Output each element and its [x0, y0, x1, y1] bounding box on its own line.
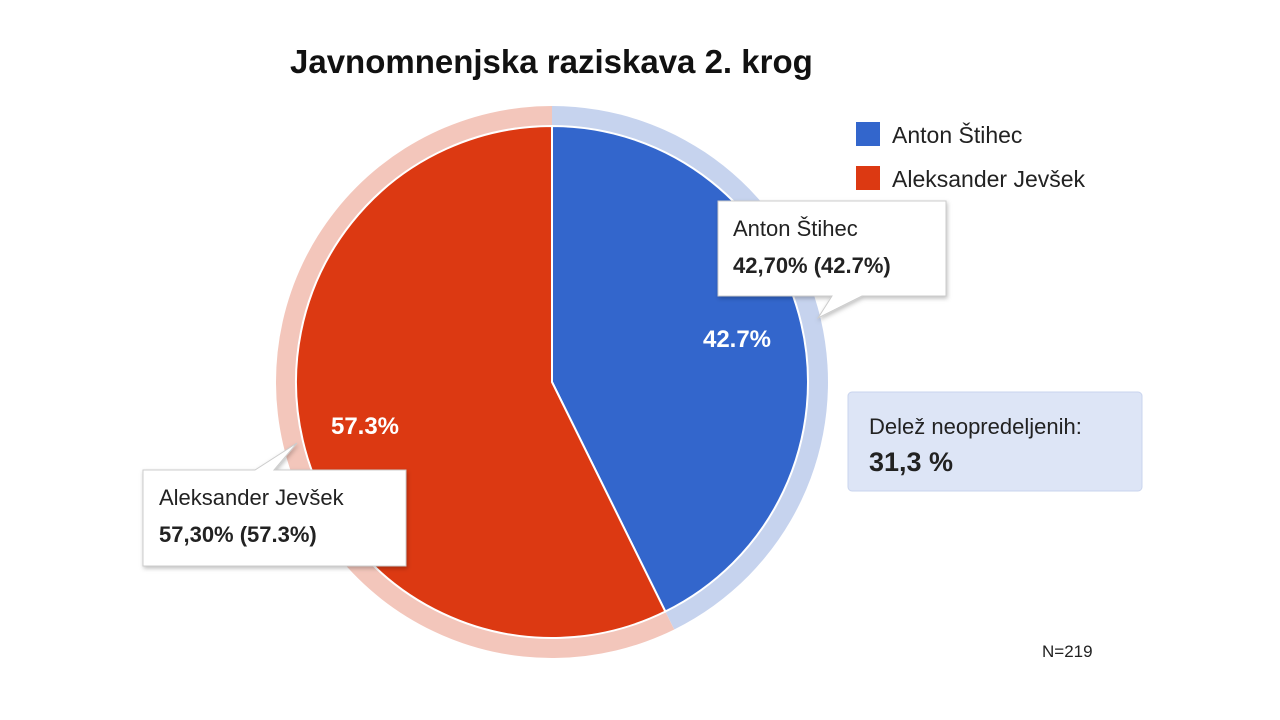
undecided-label: Delež neopredeljenih: — [869, 414, 1082, 439]
chart-title: Javnomnenjska raziskava 2. krog — [290, 43, 813, 80]
slice-labels: 42.7% 57.3% — [331, 326, 771, 440]
legend-swatch-anton — [856, 122, 880, 146]
tooltip-anton — [717, 200, 947, 320]
legend-label-aleksander: Aleksander Jevšek — [892, 166, 1086, 192]
legend: Anton Štihec Aleksander Jevšek — [856, 121, 1086, 192]
tooltip-anton-box — [717, 200, 947, 320]
tooltip-aleksander-value: 57,30% (57.3%) — [159, 522, 317, 547]
undecided-box-bg — [847, 391, 1143, 492]
legend-label-anton: Anton Štihec — [892, 121, 1022, 148]
tooltip-anton-name: Anton Štihec — [733, 216, 858, 241]
slice-label-anton: 42.7% — [703, 326, 771, 353]
tooltip-aleksander — [142, 442, 407, 567]
legend-item-anton[interactable]: Anton Štihec — [856, 121, 1022, 148]
slice-label-aleksander: 57.3% — [331, 413, 399, 440]
undecided-value: 31,3 % — [869, 447, 953, 477]
sample-size: N=219 — [1042, 642, 1093, 661]
undecided-box: Delež neopredeljenih: 31,3 % — [847, 391, 1143, 492]
tooltip-aleksander-name: Aleksander Jevšek — [159, 485, 345, 510]
legend-swatch-aleksander — [856, 166, 880, 190]
tooltip-anton-value: 42,70% (42.7%) — [733, 253, 891, 278]
legend-item-aleksander[interactable]: Aleksander Jevšek — [856, 166, 1086, 192]
tooltip-aleksander-box — [142, 442, 407, 567]
